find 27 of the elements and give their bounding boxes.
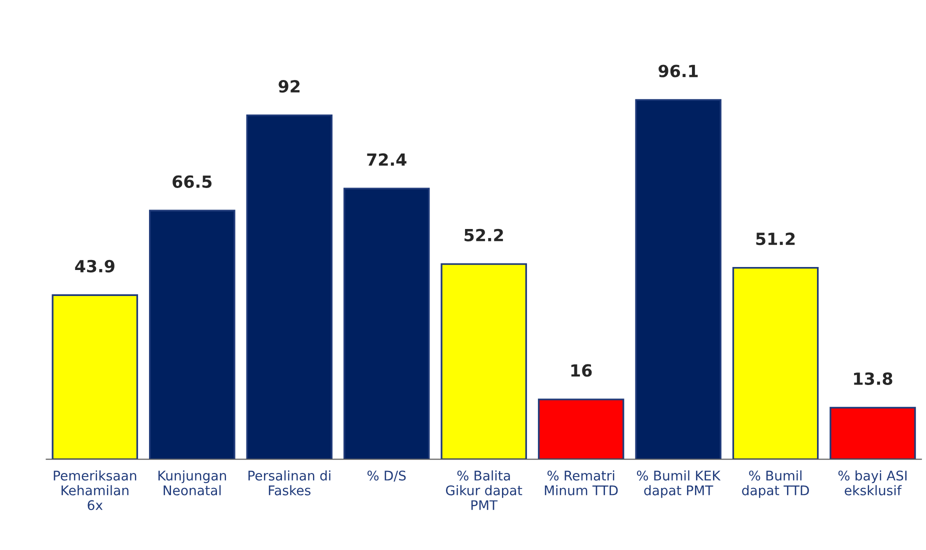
x-tick-label: Persalinan di Faskes xyxy=(248,470,330,496)
x-tick-label: % bayi ASI eksklusif xyxy=(838,470,907,496)
x-tick-label: Kunjungan Neonatal xyxy=(158,470,226,496)
data-label: 52.2 xyxy=(464,228,503,242)
data-label: 51.2 xyxy=(756,232,795,246)
x-tick-label: % Balita Gikur dapat PMT xyxy=(446,470,522,510)
bar xyxy=(635,99,722,460)
x-tick-label: Pemeriksaan Kehamilan 6x xyxy=(54,470,136,510)
x-tick-label: % Bumil KEK dapat PMT xyxy=(636,470,721,498)
bar xyxy=(538,398,624,460)
bar xyxy=(732,267,819,460)
bar xyxy=(52,294,138,460)
bar xyxy=(830,406,916,460)
data-label: 96.1 xyxy=(658,64,698,78)
x-tick-label: % Rematri Minum TTD xyxy=(544,470,618,496)
bar xyxy=(246,114,333,460)
data-label: 43.9 xyxy=(75,260,114,272)
x-tick-label: % Bumil dapat TTD xyxy=(742,470,809,498)
bar xyxy=(149,210,236,460)
bar xyxy=(343,188,430,460)
data-label: 66.5 xyxy=(172,175,212,188)
data-label: 16 xyxy=(571,364,592,377)
x-tick-label: % D/S xyxy=(367,470,406,482)
data-label: 13.8 xyxy=(854,372,892,385)
data-label: 72.4 xyxy=(367,153,406,166)
data-label: 92 xyxy=(278,80,300,93)
bar xyxy=(440,263,527,460)
